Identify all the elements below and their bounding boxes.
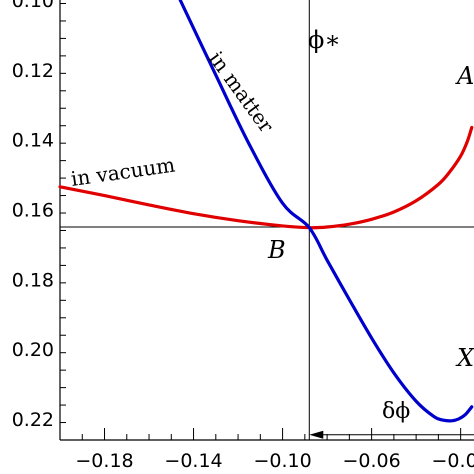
x-tick-label: −0.02 — [432, 450, 474, 472]
point-b-label: B — [267, 236, 286, 264]
vacuum-curve — [58, 125, 474, 230]
x-tick-label: −0.14 — [164, 450, 222, 472]
y-tick-label: 0.12 — [12, 60, 54, 82]
y-tick-label: 0.18 — [12, 269, 54, 291]
delta-phi-arrow — [309, 430, 474, 439]
delta-phi-label: δϕ — [382, 399, 410, 424]
point-x-label: X — [455, 344, 474, 372]
y-tick-label: 0.14 — [12, 130, 54, 152]
y-tick-label: 0.22 — [12, 409, 54, 431]
ticks: −0.18 −0.14 −0.10 −0.06 −0.02 0.10 0.12 0.14 0.1… — [12, 0, 474, 472]
reference-lines — [60, 0, 474, 440]
arrow-head — [309, 430, 324, 439]
y-tick-label: 0.16 — [12, 200, 54, 222]
x-tick-label: −0.18 — [75, 450, 133, 472]
matter-curve — [178, 0, 474, 423]
point-a-label: A — [455, 62, 474, 90]
y-tick-label: 0.10 — [12, 0, 54, 12]
x-tick-label: −0.06 — [342, 450, 400, 472]
axes — [59, 0, 474, 441]
y-tick-label: 0.20 — [12, 339, 54, 361]
in-matter-label: in matter — [204, 47, 279, 138]
x-tick-label: −0.10 — [253, 450, 311, 472]
in-vacuum-label: in vacuum — [69, 153, 176, 191]
phi-star-label: ϕ∗ — [308, 26, 341, 54]
series-group — [58, 0, 474, 423]
